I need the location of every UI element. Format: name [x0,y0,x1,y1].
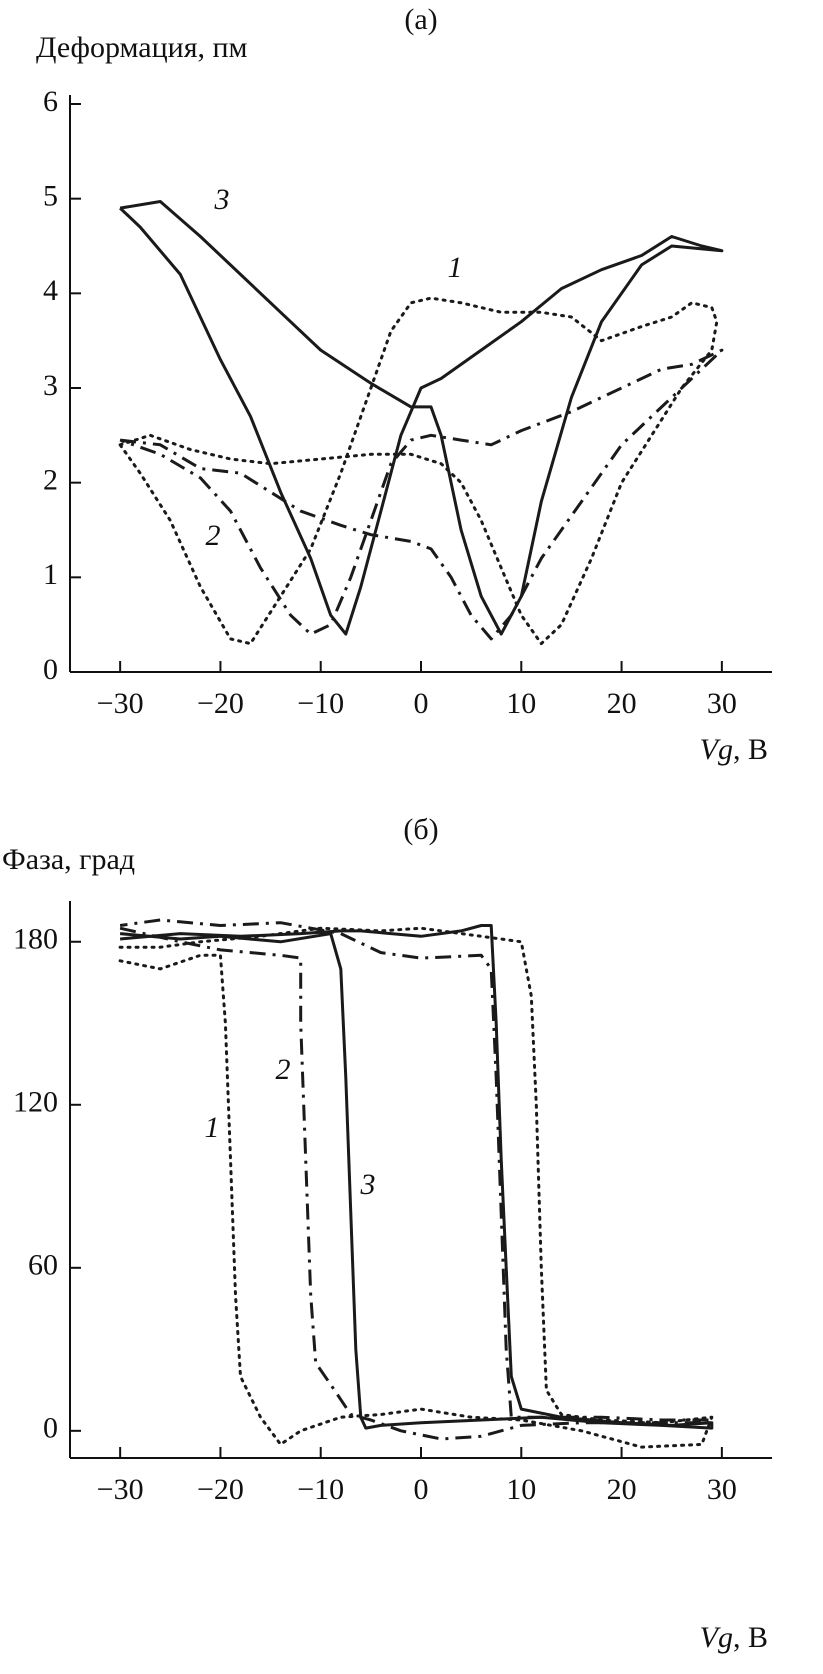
x-tick-label: −30 [97,687,144,720]
y-tick-label: 180 [13,923,58,956]
x-tick-label: −10 [297,687,344,720]
x-tick-label: 20 [607,1473,637,1506]
x-axis-label: Vg, В [700,733,768,766]
y-tick-label: 1 [43,558,58,591]
x-label-unit: , В [733,1621,768,1654]
y-tick-label: 120 [13,1086,58,1119]
x-tick-label: 30 [707,687,737,720]
curve-label: 1 [205,1111,220,1144]
x-tick-label: 0 [414,687,429,720]
curve [118,926,714,1449]
x-tick-label: −10 [297,1473,344,1506]
y-tick-label: 2 [43,464,58,497]
curve [119,200,724,636]
curve [119,348,724,641]
y-tick-label: 5 [43,180,58,213]
y-axis-label: Фаза, град [2,843,135,876]
curve-label: 1 [448,251,463,284]
x-axis-label: Vg, В [700,1621,768,1654]
curve [118,296,719,646]
x-tick-label: −20 [197,1473,244,1506]
x-tick-label: −20 [197,687,244,720]
panel-title: (б) [403,813,438,846]
x-label-symbol: Vg [700,733,733,766]
x-tick-label: −30 [97,1473,144,1506]
curve [119,918,714,1441]
curve-label: 3 [360,1168,376,1201]
x-tick-label: 30 [707,1473,737,1506]
x-label-symbol: Vg [700,1621,733,1654]
x-tick-label: 20 [607,687,637,720]
y-tick-label: 0 [43,653,58,686]
curve-label: 2 [206,519,221,552]
y-tick-label: 3 [43,369,58,402]
curve [119,924,714,1430]
y-tick-label: 4 [43,274,58,307]
y-axis-label: Деформация, пм [36,31,248,64]
curve-label: 2 [276,1053,291,1086]
x-tick-label: 10 [506,1473,536,1506]
x-label-unit: , В [733,733,768,766]
curve-label: 3 [214,183,230,216]
y-tick-label: 60 [28,1249,58,1282]
x-tick-label: 0 [414,1473,429,1506]
y-tick-label: 6 [43,85,58,118]
panel-title: (а) [404,3,437,36]
x-tick-label: 10 [506,687,536,720]
y-tick-label: 0 [43,1412,58,1445]
